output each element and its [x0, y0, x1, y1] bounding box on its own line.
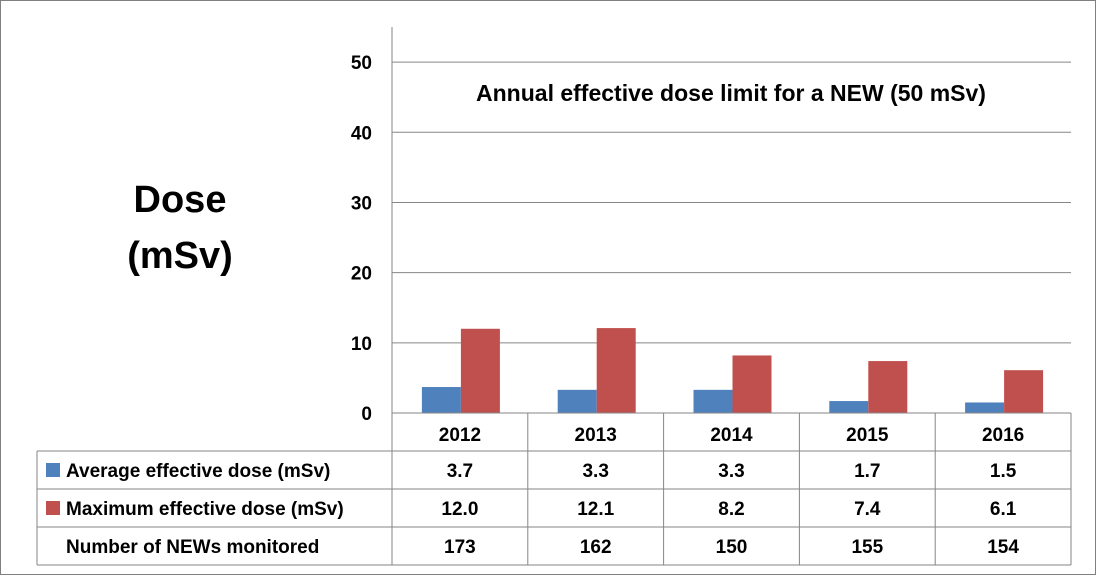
- x-tick-label: 2013: [575, 425, 617, 446]
- bar-average: [829, 401, 869, 413]
- bar-average: [693, 389, 733, 413]
- bar-maximum: [868, 361, 908, 413]
- legend-entry: Average effective dose (mSv): [66, 461, 330, 482]
- bar-average: [965, 402, 1005, 413]
- x-tick-label: 2012: [439, 425, 481, 446]
- data-label: 1.5: [990, 461, 1017, 482]
- data-label: 1.7: [854, 461, 880, 482]
- table-cell-value: 155: [851, 537, 883, 558]
- data-label: 7.4: [854, 499, 881, 520]
- table-row-label: Number of NEWs monitored: [66, 537, 319, 558]
- table-cell-value: 154: [987, 537, 1019, 558]
- y-tick-label: 0: [361, 404, 372, 425]
- table-cell-value: 173: [444, 537, 476, 558]
- bar-maximum: [596, 328, 636, 413]
- x-tick-label: 2016: [982, 425, 1024, 446]
- legend-entry: Maximum effective dose (mSv): [66, 499, 344, 520]
- y-tick-label: 50: [351, 53, 372, 74]
- data-label: 8.2: [718, 499, 744, 520]
- table-cell-value: 150: [716, 537, 748, 558]
- y-tick-label: 40: [351, 123, 372, 144]
- y-tick-label: 30: [351, 193, 372, 214]
- legend-swatch: [46, 463, 60, 477]
- data-label: 3.7: [447, 461, 473, 482]
- y-axis-label: Dose (mSv): [80, 172, 280, 284]
- data-label: 12.1: [577, 499, 614, 520]
- y-axis-label-line1: Dose: [133, 179, 227, 221]
- data-label: 3.3: [718, 461, 744, 482]
- bar-maximum: [460, 328, 500, 413]
- x-tick-label: 2014: [710, 425, 753, 446]
- bar-maximum: [1004, 370, 1044, 413]
- y-axis-label-line2: (mSv): [127, 235, 233, 277]
- x-tick-label: 2015: [846, 425, 889, 446]
- data-label: 3.3: [582, 461, 608, 482]
- legend-swatch: [46, 501, 60, 515]
- data-label: 12.0: [441, 499, 478, 520]
- table-cell-value: 162: [580, 537, 612, 558]
- bar-average: [557, 389, 597, 413]
- bar-maximum: [732, 355, 772, 413]
- bar-average: [421, 387, 461, 413]
- dose-limit-annotation: Annual effective dose limit for a NEW (5…: [476, 80, 986, 106]
- y-tick-label: 20: [351, 264, 372, 285]
- y-tick-label: 10: [351, 334, 372, 355]
- data-label: 6.1: [990, 499, 1017, 520]
